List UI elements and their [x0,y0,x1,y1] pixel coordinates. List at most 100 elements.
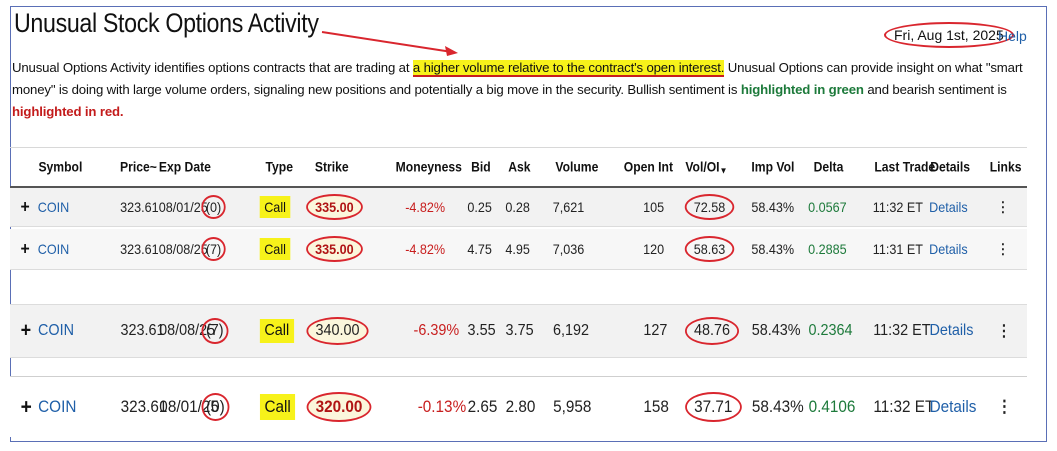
exp-date-cell: 08/01/25 [158,199,208,215]
moneyness-cell: -6.39% [413,322,460,339]
type-cell: Call [259,394,296,420]
symbol-link[interactable]: COIN [37,241,70,257]
delta-cell: 0.0567 [808,199,847,215]
intro-paragraph: Unusual Options Activity identifies opti… [12,57,1032,123]
strike-cell: 340.00 [306,317,369,345]
intro-bullish-text: highlighted in green [740,82,864,97]
volume-cell: 6,192 [553,322,590,339]
days-to-expiry: (0) [201,393,230,421]
more-options-icon[interactable]: ⋮ [996,323,1011,340]
col-delta[interactable]: Delta [813,159,844,175]
expand-plus-icon[interactable]: + [20,394,32,419]
more-options-icon[interactable]: ⋮ [996,397,1012,416]
open-int-cell: 105 [643,199,665,215]
help-link[interactable]: Help [998,28,1027,44]
intro-highlight: a higher volume relative to the contract… [412,60,725,77]
col-vol-oi-label: Vol/OI [685,159,720,175]
details-link[interactable]: Details [929,241,968,257]
type-cell: Call [259,196,291,218]
date-text: Fri, Aug 1st, 2025 [894,27,1004,43]
intro-text-2: Unusual Options can provide insight on w… [12,60,1023,97]
strike-cell: 335.00 [306,236,363,262]
bid-cell: 4.75 [467,241,492,257]
moneyness-cell: -4.82% [405,241,446,257]
delta-cell: 0.2364 [808,322,853,339]
imp-vol-cell: 58.43% [751,397,804,416]
details-link[interactable]: Details [929,322,974,339]
ask-cell: 2.80 [505,397,536,416]
intro-bearish-text: highlighted in red. [12,104,124,119]
details-link[interactable]: Details [929,397,977,416]
ask-cell: 0.28 [505,199,530,215]
open-int-cell: 158 [643,397,669,416]
sort-desc-icon: ▼ [719,165,728,176]
bid-cell: 0.25 [467,199,492,215]
imp-vol-cell: 58.43% [751,241,795,257]
intro-text-3: and bearish sentiment is [863,82,1007,97]
col-price[interactable]: Price~ [120,159,157,175]
exp-date-cell: 08/08/25 [159,322,216,339]
type-cell: Call [259,319,294,343]
col-details: Details [930,159,971,175]
col-links: Links [989,159,1022,175]
expand-plus-icon[interactable]: + [20,319,32,342]
expand-plus-icon[interactable]: + [20,196,30,217]
bid-cell: 2.65 [467,397,498,416]
ask-cell: 4.95 [505,241,530,257]
col-strike[interactable]: Strike [314,159,349,175]
open-int-cell: 127 [643,322,668,339]
last-trade-cell: 11:32 ET [873,322,931,339]
volume-cell: 7,621 [552,199,585,215]
volume-cell: 7,036 [552,241,585,257]
last-trade-cell: 11:31 ET [872,241,923,257]
strike-cell: 335.00 [306,194,363,220]
expand-plus-icon[interactable]: + [20,238,30,259]
more-options-icon[interactable]: ⋮ [996,240,1010,257]
page-title: Unusual Stock Options Activity [14,8,319,38]
ask-cell: 3.75 [505,322,534,339]
intro-text-1: Unusual Options Activity identifies opti… [12,60,413,75]
col-vol-oi[interactable]: Vol/OI▼ [685,159,728,176]
volume-cell: 5,958 [553,397,592,416]
details-link[interactable]: Details [929,199,968,215]
price-cell: 323.61 [120,199,159,215]
more-options-icon[interactable]: ⋮ [996,198,1010,215]
symbol-link[interactable]: COIN [38,397,77,416]
last-trade-cell: 11:32 ET [872,199,923,215]
type-cell: Call [259,238,291,260]
vol-oi-cell: 37.71 [685,392,742,422]
table-row: + COIN 323.61 08/08/25 (7) Call 340.00 -… [10,304,1027,358]
days-to-expiry: (7) [201,237,226,261]
col-type[interactable]: Type [265,159,293,175]
table-row: + COIN 323.61 08/01/25 (0) Call 320.00 -… [10,376,1027,437]
days-to-expiry: (0) [201,195,226,219]
moneyness-cell: -0.13% [417,397,467,416]
open-int-cell: 120 [643,241,665,257]
vol-oi-cell: 58.63 [684,236,735,262]
col-imp-vol[interactable]: Imp Vol [751,159,795,175]
col-open-int[interactable]: Open Int [623,159,674,175]
strike-cell: 320.00 [306,392,372,422]
price-cell: 323.61 [120,397,168,416]
bid-cell: 3.55 [467,322,496,339]
moneyness-cell: -4.82% [405,199,446,215]
vol-oi-cell: 72.58 [684,194,735,220]
table-row: + COIN 323.61 08/08/25 (7) Call 335.00 -… [10,229,1027,270]
col-ask[interactable]: Ask [508,159,531,175]
col-symbol[interactable]: Symbol [38,159,83,175]
date-label: Fri, Aug 1st, 2025 [884,22,1014,48]
symbol-link[interactable]: COIN [37,199,70,215]
delta-cell: 0.4106 [808,397,856,416]
vol-oi-cell: 48.76 [685,317,740,345]
imp-vol-cell: 58.43% [751,199,795,215]
symbol-link[interactable]: COIN [38,322,74,339]
col-exp-date[interactable]: Exp Date [158,159,211,175]
col-volume[interactable]: Volume [555,159,599,175]
col-bid[interactable]: Bid [471,159,491,175]
price-cell: 323.61 [120,322,165,339]
days-to-expiry: (7) [201,318,229,344]
price-cell: 323.61 [120,241,159,257]
col-last-trade[interactable]: Last Trade [874,159,936,175]
col-moneyness[interactable]: Moneyness [395,159,462,175]
exp-date-cell: 08/08/25 [158,241,208,257]
